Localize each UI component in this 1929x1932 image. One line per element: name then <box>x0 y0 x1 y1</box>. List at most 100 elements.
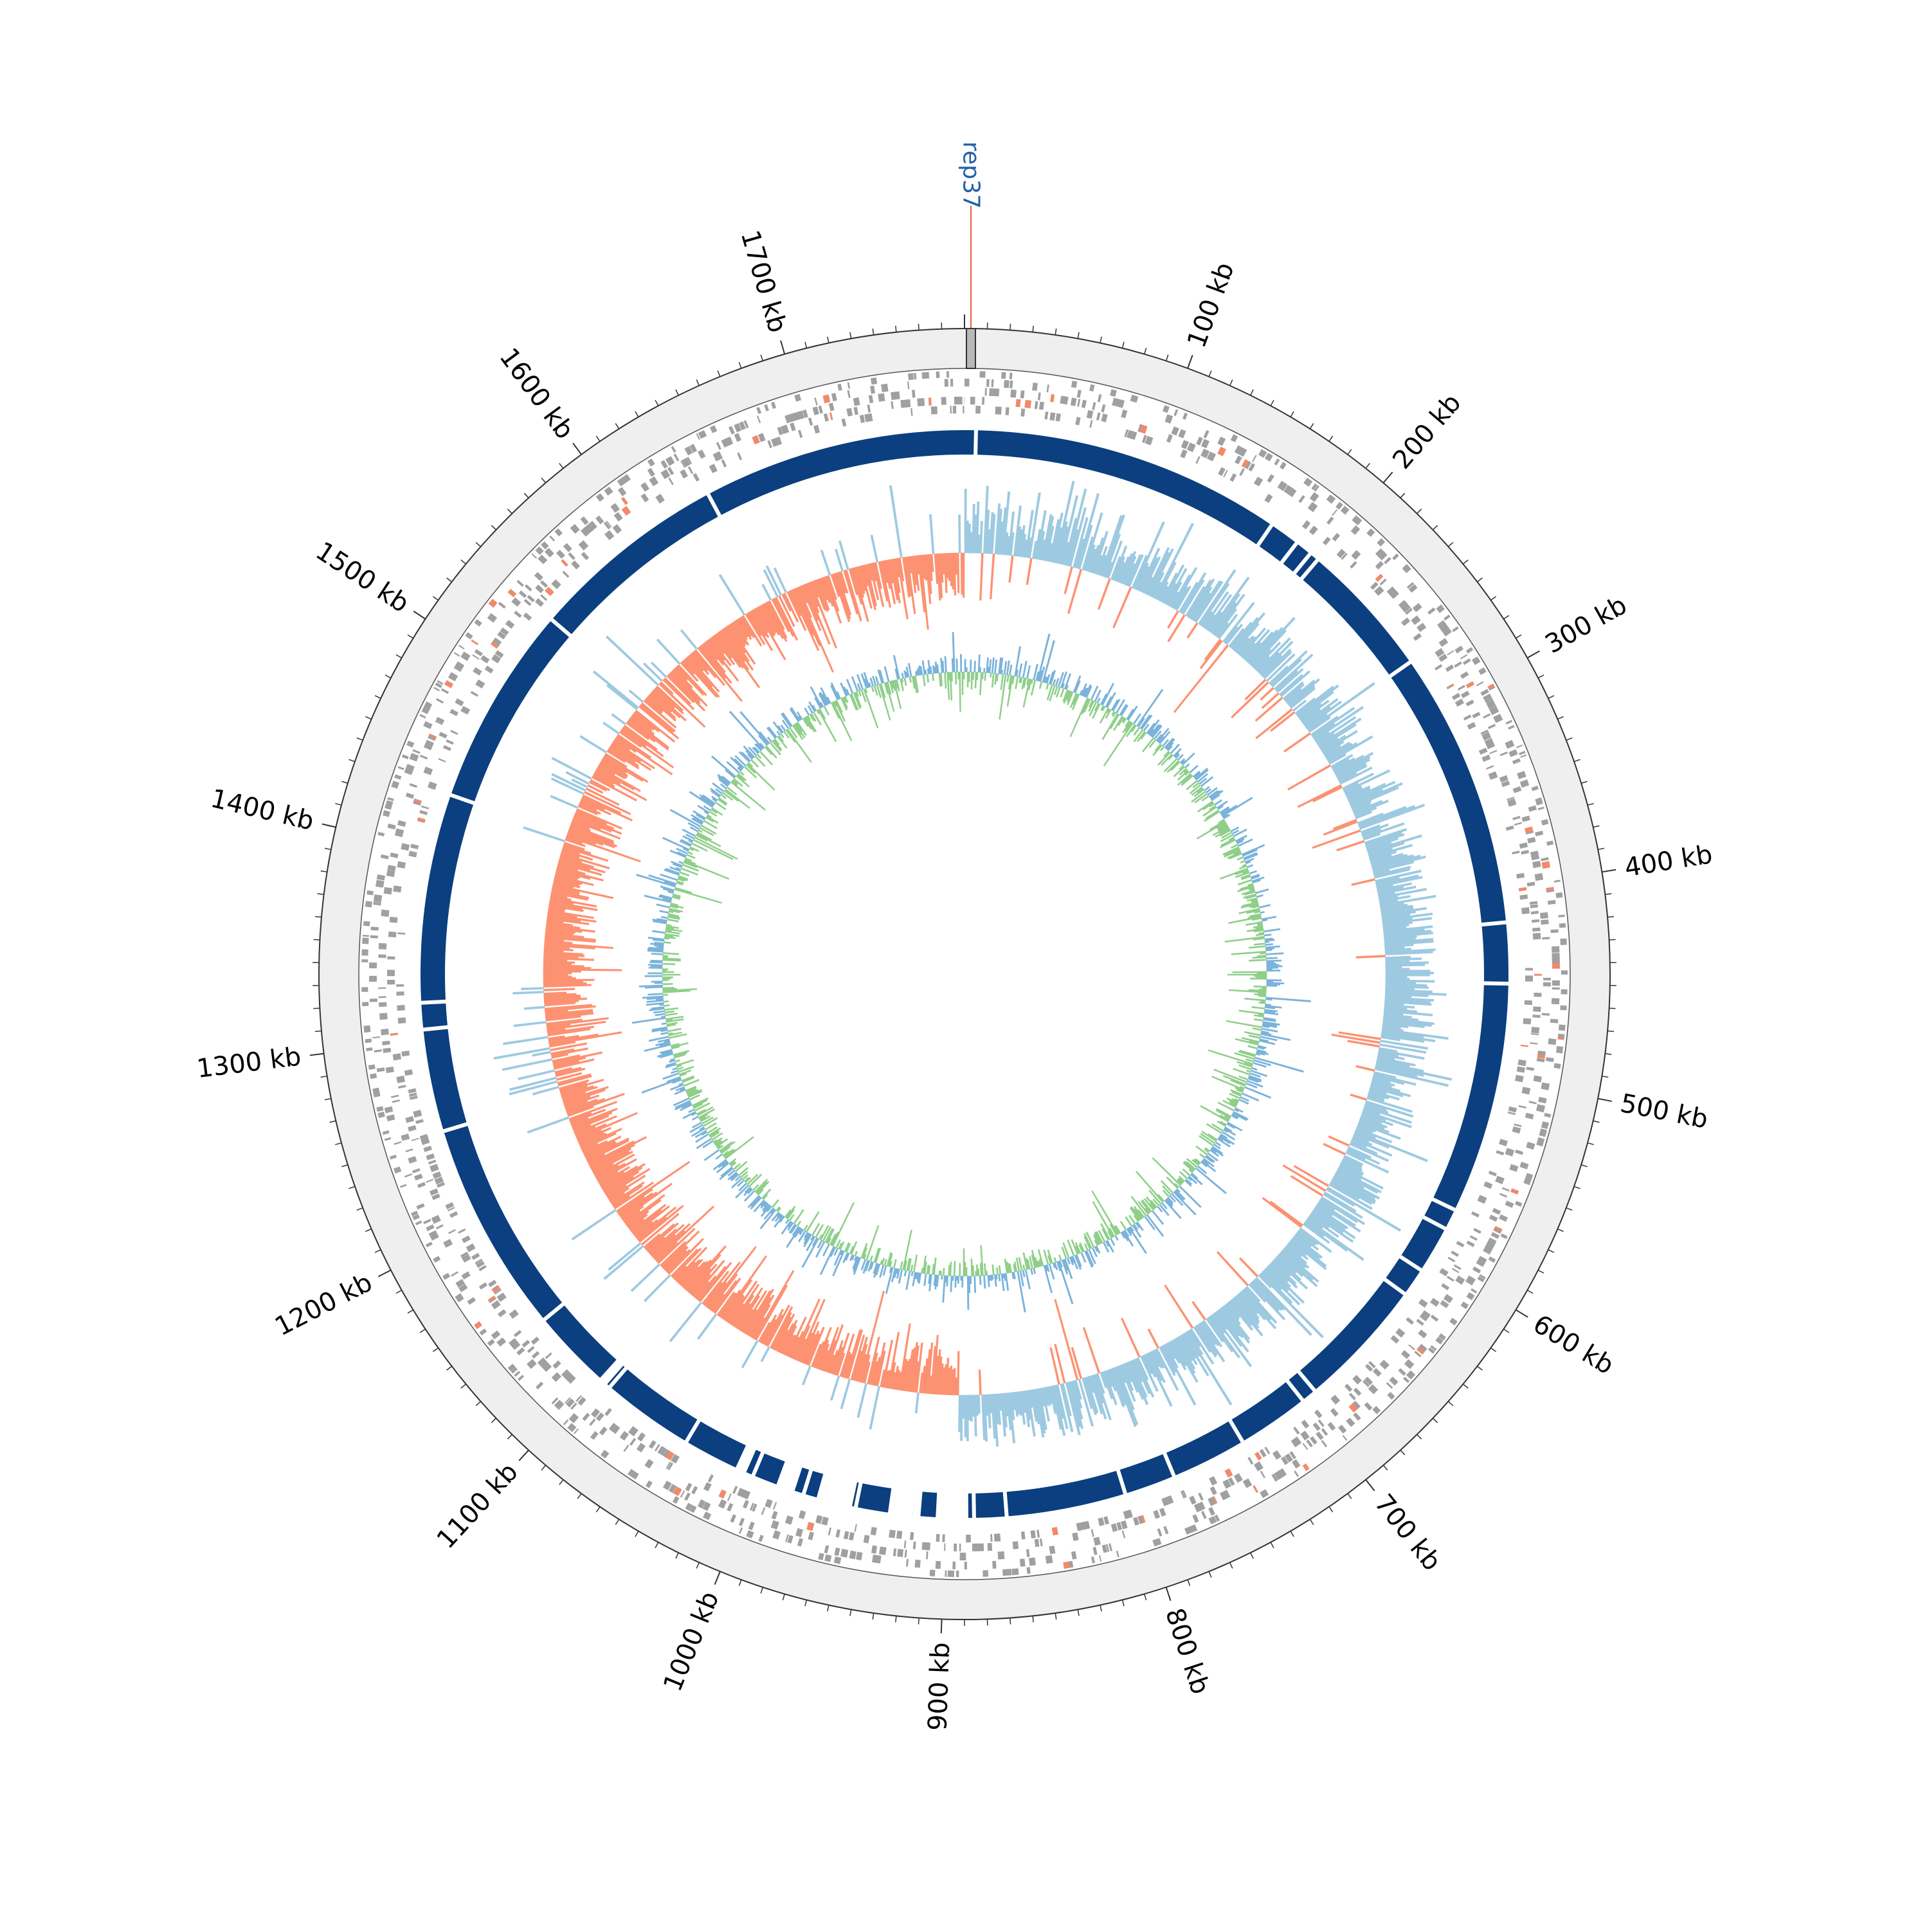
gene-feature <box>1461 691 1470 698</box>
gene-feature <box>1452 626 1458 632</box>
gene-feature <box>1272 1450 1281 1460</box>
minor-tick <box>1230 1562 1233 1568</box>
gene-feature <box>673 453 679 461</box>
gene-feature <box>412 1138 419 1141</box>
gene-feature <box>990 1534 992 1542</box>
gc-content-bar <box>999 1274 1001 1281</box>
gene-feature <box>421 806 429 809</box>
gc-skew-bar <box>889 485 902 558</box>
gc-skew-bar <box>980 521 983 554</box>
gene-feature <box>1499 1214 1508 1222</box>
gc-content-bar <box>1249 946 1265 948</box>
minor-tick <box>1557 717 1563 719</box>
minor-tick <box>1123 342 1124 348</box>
gene-feature <box>813 406 819 415</box>
gc-content-bar <box>687 854 695 858</box>
gc-content-bar <box>955 672 957 684</box>
gene-feature <box>1291 1438 1301 1447</box>
gc-content-bar <box>660 910 669 914</box>
gene-feature <box>1455 699 1464 707</box>
gene-feature <box>1402 564 1411 573</box>
gene-feature <box>1560 1006 1566 1011</box>
gene-feature <box>362 1002 368 1006</box>
gc-skew-bar <box>513 991 544 994</box>
gc-content-bar <box>832 1202 854 1246</box>
gene-feature <box>1346 1418 1355 1427</box>
gene-feature <box>618 487 626 496</box>
gc-content-bar <box>662 977 673 978</box>
gene-feature <box>936 1561 941 1569</box>
gene-feature <box>498 1309 506 1317</box>
gene-feature <box>1523 1018 1532 1025</box>
gc-content-bar <box>1058 1255 1062 1261</box>
gene-feature <box>872 1555 879 1563</box>
gene-feature <box>1520 779 1529 788</box>
gene-feature <box>472 655 479 660</box>
gc-content-bar <box>994 660 997 673</box>
gene-feature <box>1525 1113 1534 1119</box>
gene-feature <box>475 680 485 689</box>
gene-feature <box>1448 1257 1456 1263</box>
gene-feature <box>1512 851 1519 854</box>
gene-feature <box>449 1211 458 1218</box>
gene-feature <box>1561 989 1567 995</box>
gene-feature <box>540 594 547 600</box>
gc-skew-bar <box>572 1209 616 1240</box>
gc-content-bar <box>664 941 671 943</box>
minor-tick <box>805 1600 806 1607</box>
major-tick <box>378 1270 391 1277</box>
gc-content-bar <box>1200 1153 1205 1158</box>
gc-content-bar <box>1092 1191 1119 1235</box>
minor-tick <box>491 1418 496 1423</box>
gc-content-bar <box>1251 1067 1257 1070</box>
minor-tick <box>918 1618 919 1624</box>
gene-feature <box>1377 538 1385 546</box>
gene-feature <box>1021 1531 1026 1540</box>
gc-content-bar <box>662 974 680 975</box>
gc-skew-bar <box>1098 579 1110 609</box>
tick-label: 1600 kb <box>493 343 579 445</box>
contig-break <box>941 1491 943 1519</box>
minor-tick <box>1209 370 1211 376</box>
gc-content-bar <box>1173 1191 1196 1215</box>
gene-feature <box>1309 526 1318 536</box>
gc-content-bar <box>663 955 668 957</box>
gene-feature <box>1530 904 1538 908</box>
gc-content-bar <box>974 1276 976 1293</box>
gene-feature <box>1071 381 1078 388</box>
gc-skew-bar <box>611 714 626 725</box>
gene-feature <box>535 598 544 607</box>
gc-content-bar <box>1039 682 1042 689</box>
gene-feature <box>485 665 494 673</box>
minor-tick <box>655 1542 658 1548</box>
gene-feature <box>1435 664 1442 671</box>
gene-feature <box>405 1148 413 1152</box>
gc-skew-bar <box>1050 1348 1060 1385</box>
gc-content-bar <box>911 1272 913 1276</box>
gc-content-bar <box>968 672 970 682</box>
gene-feature <box>369 962 377 968</box>
gc-skew-bar <box>1262 1197 1302 1227</box>
gc-skew-bar <box>840 1379 851 1409</box>
gene-feature <box>966 1535 971 1542</box>
gc-content-bar <box>966 667 967 672</box>
tick-label: 1400 kb <box>208 784 316 836</box>
minor-tick <box>325 1099 331 1100</box>
gene-feature <box>1525 1000 1532 1006</box>
gene-feature <box>538 555 547 564</box>
gc-content-bar <box>984 1263 986 1276</box>
gc-skew-bar <box>979 554 983 600</box>
minor-tick <box>1538 675 1544 678</box>
gc-skew-bar <box>1121 1318 1140 1358</box>
gene-feature <box>1301 1420 1309 1429</box>
gene-feature <box>383 1130 390 1135</box>
major-tick <box>1527 651 1539 658</box>
gc-skew-bar <box>1328 1135 1350 1146</box>
gc-content-bar <box>1245 998 1266 1001</box>
gene-feature <box>905 399 911 408</box>
gene-feature <box>1466 700 1474 706</box>
gc-skew-bar <box>524 1006 545 1009</box>
gene-feature <box>471 639 478 645</box>
gene-feature <box>1011 1568 1019 1575</box>
gene-feature <box>1552 980 1560 986</box>
